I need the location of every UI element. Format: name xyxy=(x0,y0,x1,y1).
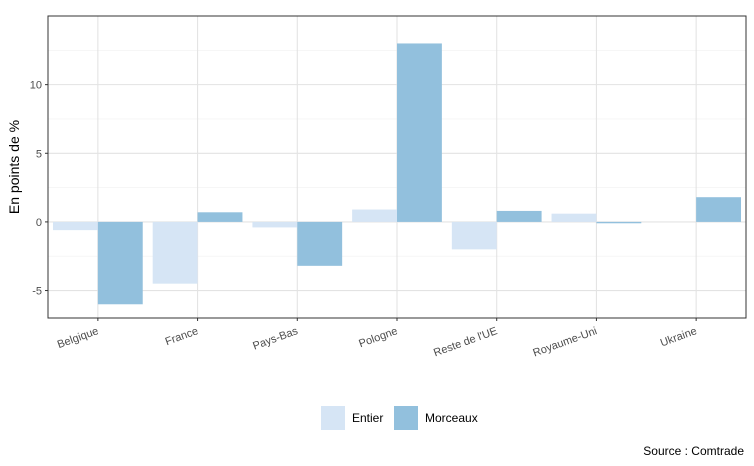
y-axis-ticks: -5 0 5 10 xyxy=(30,80,48,298)
bar-entier xyxy=(152,221,198,284)
bar-morceaux xyxy=(496,210,542,222)
x-tick-label: Royaume-Uni xyxy=(531,325,598,359)
bar-entier xyxy=(352,209,397,222)
x-tick-label: Reste de l'UE xyxy=(432,325,499,359)
source-note: Source : Comtrade xyxy=(643,444,744,458)
bar-entier xyxy=(451,221,497,250)
legend-label-entier: Entier xyxy=(352,411,383,425)
x-tick-label: Pologne xyxy=(357,325,399,350)
bar-morceaux xyxy=(397,43,442,222)
bar-morceaux xyxy=(197,212,243,222)
y-axis-title: En points de % xyxy=(6,120,22,214)
x-tick-label: Ukraine xyxy=(659,325,699,349)
bar-morceaux xyxy=(97,221,143,305)
bar-entier xyxy=(52,221,98,231)
y-tick-label: 0 xyxy=(36,217,42,229)
y-tick-label: 5 xyxy=(36,148,42,160)
legend-label-morceaux: Morceaux xyxy=(425,411,478,425)
legend-key-entier xyxy=(321,406,345,430)
x-tick-label: France xyxy=(164,325,200,348)
bar-morceaux xyxy=(297,221,343,266)
y-tick-label: -5 xyxy=(32,286,42,298)
x-tick-label: Belgique xyxy=(56,325,100,351)
bars xyxy=(52,43,742,305)
legend: Entier Morceaux xyxy=(321,406,478,430)
legend-key-morceaux xyxy=(394,406,418,430)
bar-entier xyxy=(252,221,298,228)
x-axis-ticks: Belgique France Pays-Bas Pologne Reste de l'… xyxy=(56,318,699,359)
bar-morceaux xyxy=(696,197,742,222)
x-tick-label: Pays-Bas xyxy=(251,325,300,353)
y-tick-label: 10 xyxy=(30,80,42,92)
bar-morceaux xyxy=(596,221,642,224)
bar-entier xyxy=(551,213,597,222)
